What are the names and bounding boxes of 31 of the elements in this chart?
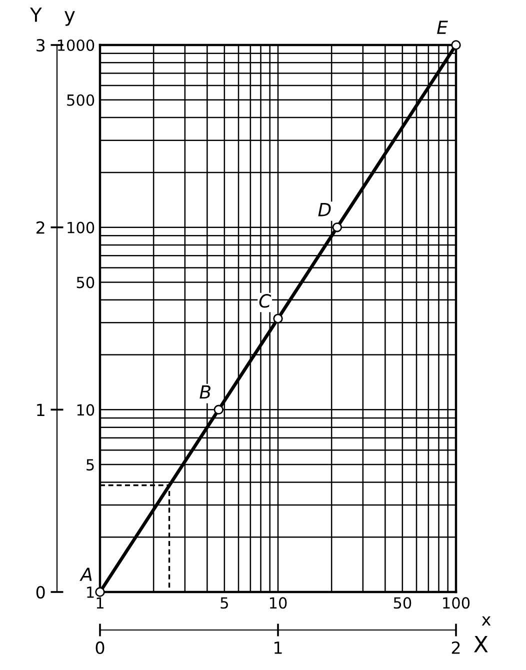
y2-tick-label: 2 [36,221,44,234]
x-tick-label: 5 [220,597,228,609]
x-tick-label: 10 [270,597,287,609]
x-tick-label: 1 [96,597,104,608]
annotation: B [200,385,210,399]
y-tick-label: 10 [77,404,94,416]
x2-axis-title: X [474,636,488,652]
y2-tick-label: 0 [36,586,45,599]
y2-tick-label: 1 [37,404,44,416]
annotation: A [80,568,92,581]
annotation: C [259,294,272,308]
x2-tick-label: 1 [274,642,282,654]
x-tick-label: 50 [394,597,412,609]
y-tick-label: 1000 [58,39,94,52]
x-axis-title: x [482,616,491,626]
x2-tick-label: 0 [96,641,104,654]
y-tick-label: 1 [87,586,94,598]
point [273,314,283,324]
annotation: E [437,20,448,34]
y-axis-title: y [64,11,75,26]
y2-tick-label: 3 [36,38,45,52]
y-tick-label: 5 [86,459,94,471]
y-tick-label: 50 [76,276,94,288]
y2-axis-title: Y [30,8,42,22]
y-tick-label: 100 [68,222,94,234]
point [95,587,105,597]
point [451,40,461,50]
x2-tick-label: 2 [452,641,460,654]
y-tick-label: 500 [67,94,94,106]
annotation: D [318,203,331,216]
x-tick-label: 100 [443,597,470,609]
